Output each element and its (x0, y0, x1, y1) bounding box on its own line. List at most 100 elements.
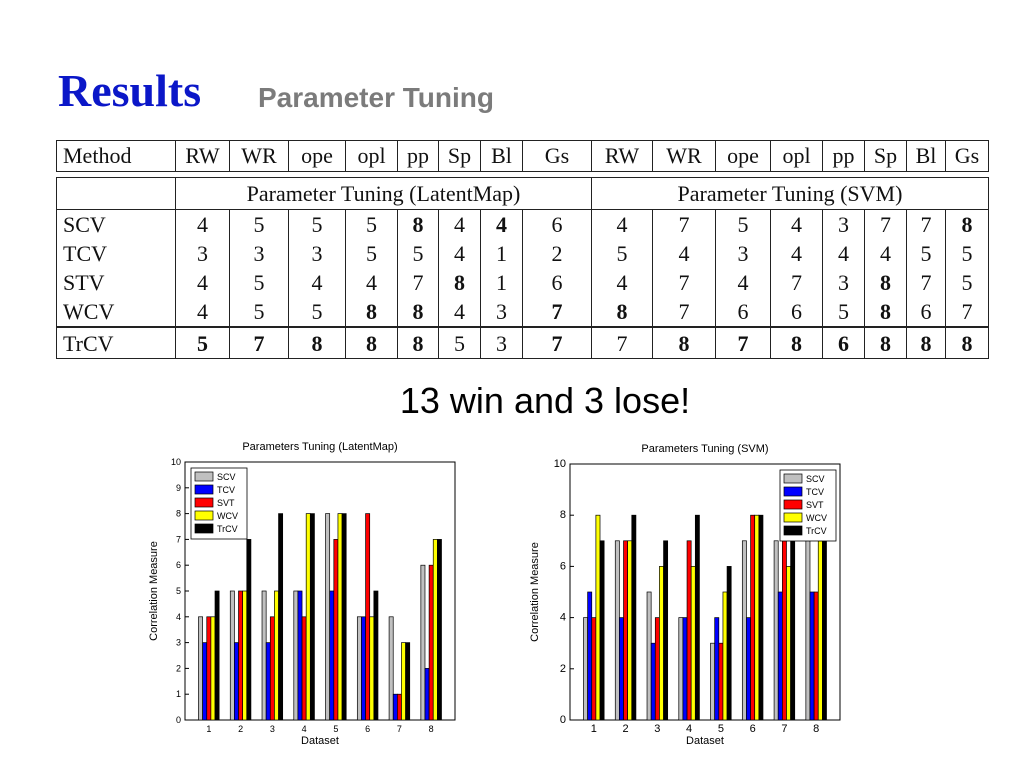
bar (214, 590, 220, 721)
table-row: STV 4 5 4 4 7 8 1 6 4 7 4 7 3 8 7 5 (56, 268, 989, 297)
bar (682, 617, 688, 721)
bar (758, 514, 764, 721)
table-row: TCV 3 3 3 5 5 4 1 2 5 4 3 4 4 4 5 5 (56, 239, 989, 268)
dataset-header-cell: Bl (480, 140, 523, 172)
bar (202, 642, 208, 721)
y-tick-label: 6 (560, 560, 566, 572)
x-axis-label: Dataset (686, 735, 724, 747)
value-cell: 4 (175, 209, 230, 239)
value-cell: 4 (438, 209, 481, 239)
value-cell: 8 (864, 297, 907, 327)
bar (341, 513, 347, 721)
bar (741, 540, 747, 721)
y-tick-label: 3 (176, 638, 181, 648)
table-row: SCV 4 5 5 5 8 4 4 6 4 7 5 4 3 7 7 8 (56, 209, 989, 239)
bar (646, 591, 652, 721)
value-cell: 5 (288, 297, 346, 327)
bar (401, 642, 406, 721)
bar (631, 514, 637, 721)
bar (690, 566, 696, 721)
bar (817, 540, 823, 721)
value-cell: 8 (397, 326, 439, 359)
group-header-row: Parameter Tuning (LatentMap) Parameter Tu… (56, 177, 989, 210)
x-tick-label: 3 (654, 723, 660, 735)
y-tick-label: 2 (176, 663, 181, 673)
value-cell: 3 (288, 239, 346, 268)
value-cell: 8 (397, 209, 439, 239)
x-tick-label: 4 (302, 724, 307, 734)
value-cell: 5 (288, 209, 346, 239)
value-cell: 5 (438, 326, 481, 359)
bar (623, 540, 629, 721)
dataset-header-cell: Gs (522, 140, 592, 172)
results-table: Parameter Tuning (LatentMap) Parameter Tu… (56, 177, 989, 359)
legend-swatch (783, 525, 803, 536)
bar (206, 616, 212, 721)
bar (274, 590, 279, 721)
value-cell: 3 (175, 239, 230, 268)
value-cell: 5 (345, 239, 398, 268)
value-cell: 7 (652, 297, 716, 327)
bar (369, 616, 375, 721)
bar (269, 616, 275, 721)
bar (424, 668, 430, 721)
bar (229, 590, 235, 721)
dataset-header-cell: Sp (438, 140, 481, 172)
value-cell: 7 (652, 209, 716, 239)
blank-cell (56, 177, 176, 210)
value-cell: 4 (591, 209, 653, 239)
bar (405, 642, 411, 721)
value-cell: 8 (945, 209, 989, 239)
slide-title: Results (58, 65, 202, 116)
bar (337, 513, 343, 721)
y-tick-label: 4 (560, 612, 566, 624)
dataset-header-cell: Bl (906, 140, 946, 172)
y-tick-label: 10 (171, 457, 181, 467)
value-cell: 5 (229, 297, 289, 327)
legend-swatch (194, 523, 214, 534)
x-axis-label: Dataset (301, 735, 339, 747)
x-tick-label: 2 (238, 724, 243, 734)
x-tick-label: 7 (781, 723, 787, 735)
value-cell: 2 (522, 239, 592, 268)
value-cell: 4 (591, 268, 653, 297)
bar (659, 566, 664, 721)
value-cell: 5 (945, 268, 989, 297)
value-cell: 7 (229, 326, 289, 359)
method-cell: WCV (56, 297, 176, 327)
x-tick-label: 1 (206, 724, 211, 734)
bar (686, 540, 692, 721)
bar (710, 642, 716, 721)
y-tick-label: 5 (176, 586, 181, 596)
legend-swatch (194, 497, 214, 508)
y-tick-label: 4 (176, 612, 181, 622)
bar (627, 540, 633, 721)
dataset-header-cell: ope (715, 140, 771, 172)
bar (619, 617, 624, 721)
bar (786, 566, 791, 721)
y-tick-label: 8 (176, 509, 181, 519)
dataset-header-cell: WR (229, 140, 289, 172)
bar (428, 564, 434, 721)
method-cell: TCV (56, 239, 176, 268)
chart-title: Parameters Tuning (SVM) (641, 443, 768, 455)
value-cell: 7 (770, 268, 823, 297)
bar (329, 590, 335, 721)
bar (591, 617, 597, 721)
method-header-cell: Method (56, 140, 176, 172)
y-tick-label: 1 (176, 689, 181, 699)
value-cell: 6 (715, 297, 771, 327)
value-cell: 5 (175, 326, 230, 359)
y-axis-label: Correlation Measure (148, 541, 160, 641)
value-cell: 6 (822, 326, 865, 359)
bar (595, 514, 601, 721)
value-cell: 7 (522, 297, 592, 327)
value-cell: 5 (345, 209, 398, 239)
bar (663, 540, 669, 721)
bar (694, 514, 700, 721)
legend-swatch (194, 484, 214, 495)
value-cell: 6 (522, 268, 592, 297)
x-tick-label: 4 (686, 723, 692, 735)
bar (234, 642, 239, 721)
value-cell: 7 (397, 268, 439, 297)
